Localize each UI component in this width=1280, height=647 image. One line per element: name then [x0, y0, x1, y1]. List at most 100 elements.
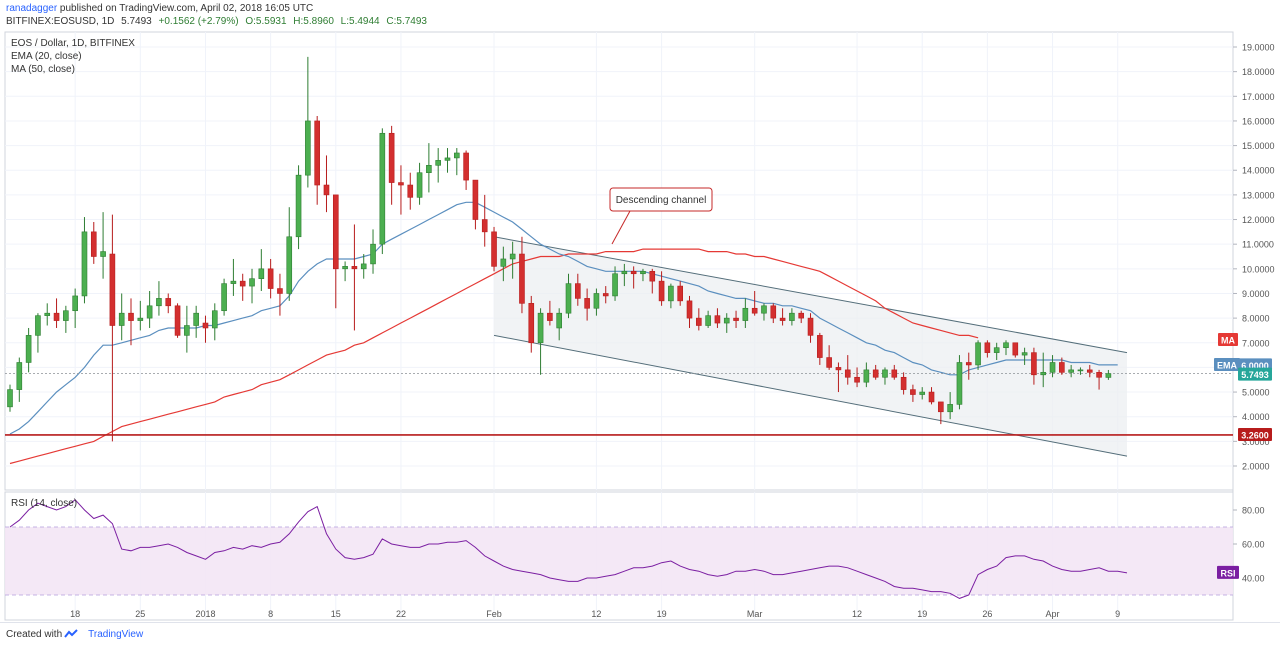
candle-body — [575, 283, 581, 299]
candle — [947, 392, 953, 420]
candle — [863, 362, 870, 388]
candle — [81, 217, 88, 304]
legend: EOS / Dollar, 1D, BITFINEX EMA (20, clos… — [11, 38, 135, 75]
price-tick-label: 17.0000 — [1242, 92, 1275, 102]
candle-body — [137, 317, 144, 321]
candle-body — [407, 184, 414, 198]
candle — [286, 207, 293, 301]
close-value: C:5.7493 — [386, 16, 427, 27]
open-value: O:5.5931 — [245, 16, 287, 27]
candle — [835, 362, 842, 393]
candle-body — [1086, 369, 1093, 373]
annotation-callout[interactable]: Descending channel — [609, 187, 713, 245]
candle — [416, 162, 423, 205]
support-price-tag-bg — [1238, 427, 1272, 441]
candle — [1086, 364, 1093, 378]
candle — [435, 148, 441, 183]
legend-ma[interactable]: MA (50, close) — [11, 64, 75, 75]
candle-body — [81, 231, 88, 297]
time-tick-label: Apr — [1046, 609, 1060, 619]
candle-body — [16, 362, 23, 390]
candle-body — [453, 152, 460, 159]
candle-body — [146, 305, 153, 319]
candle-body — [267, 268, 274, 289]
price-tick-label: 8.0000 — [1242, 314, 1270, 324]
price-tick-label: 13.0000 — [1242, 190, 1275, 200]
candle — [1096, 369, 1102, 390]
vertical-grid — [74, 32, 1119, 620]
candle — [770, 303, 777, 324]
candle-body — [491, 231, 497, 267]
candle — [1059, 357, 1065, 375]
symbol-label: BITFINEX:EOSUSD, 1D — [6, 16, 115, 27]
chart-area[interactable]: Descending channel EOS / Dollar, 1D, BIT… — [0, 0, 1280, 622]
candle — [249, 268, 255, 304]
candle-body — [305, 120, 311, 176]
footer-credit: Created with TradingView — [6, 629, 143, 640]
candle-body — [779, 317, 786, 321]
time-tick-label: 26 — [982, 609, 992, 619]
candle-body — [612, 273, 618, 297]
channel-lower-line[interactable] — [493, 334, 1128, 457]
candle — [649, 268, 656, 294]
candle-body — [770, 305, 777, 319]
candle-body — [900, 376, 907, 390]
candle-body — [426, 165, 432, 173]
publisher-line: ranadagger published on TradingView.com,… — [6, 3, 313, 14]
candle-body — [1003, 342, 1009, 348]
time-tick-label: Feb — [486, 609, 502, 619]
candle-body — [714, 315, 721, 324]
candle-body — [156, 298, 162, 307]
candle-body — [351, 266, 358, 270]
candle-body — [472, 179, 479, 220]
candle-body — [90, 231, 97, 257]
candle — [919, 387, 926, 400]
candle — [184, 305, 190, 353]
candle — [668, 283, 674, 309]
candle — [174, 303, 181, 338]
price-tick-label: 9.0000 — [1242, 289, 1270, 299]
candle-body — [1049, 362, 1056, 373]
ema-value-tag: 6.0000 — [1241, 361, 1269, 371]
candle — [211, 303, 218, 341]
candle-body — [1012, 342, 1019, 356]
candle-body — [835, 367, 842, 371]
candle — [444, 148, 451, 173]
candle-body — [798, 312, 805, 319]
candle — [826, 345, 832, 370]
candle-body — [258, 268, 265, 279]
candle — [1077, 367, 1084, 375]
candle-body — [165, 298, 172, 307]
candle — [1105, 369, 1112, 380]
candle-body — [705, 315, 711, 326]
channel-upper-line[interactable] — [493, 236, 1128, 354]
created-with-text: Created with — [6, 629, 63, 640]
ema-tag-bg — [1214, 358, 1240, 371]
candle-body — [44, 312, 51, 316]
tradingview-brand[interactable]: TradingView — [88, 629, 144, 640]
rsi-band-fill — [5, 527, 1233, 595]
time-axis[interactable]: 18 25 2018 8 15 22 Feb 12 19 Mar 12 19 26 Apr 9 — [70, 609, 1120, 619]
candle — [463, 150, 469, 190]
publisher-username[interactable]: ranadagger — [6, 3, 58, 14]
candle-body — [686, 300, 693, 319]
candle — [798, 310, 805, 324]
candle — [258, 249, 265, 292]
candle-body — [481, 219, 488, 233]
candle-body — [965, 362, 972, 366]
candle — [686, 295, 693, 328]
legend-ema[interactable]: EMA (20, close) — [11, 51, 82, 62]
price-tick-label: 15.0000 — [1242, 141, 1275, 151]
candle — [714, 308, 721, 328]
candle-body — [72, 295, 78, 312]
candle — [472, 179, 479, 230]
price-axis[interactable]: 2.0000 3.0000 4.0000 5.0000 6.0000 7.0000 8.00… — [1233, 43, 1275, 472]
candle — [1003, 340, 1009, 356]
annotation-box — [609, 187, 713, 212]
candle-body — [25, 335, 32, 363]
last-price: 5.7493 — [121, 16, 152, 27]
candle — [910, 384, 916, 402]
candle — [63, 305, 69, 333]
candle-body — [668, 285, 674, 302]
candle — [351, 224, 358, 331]
